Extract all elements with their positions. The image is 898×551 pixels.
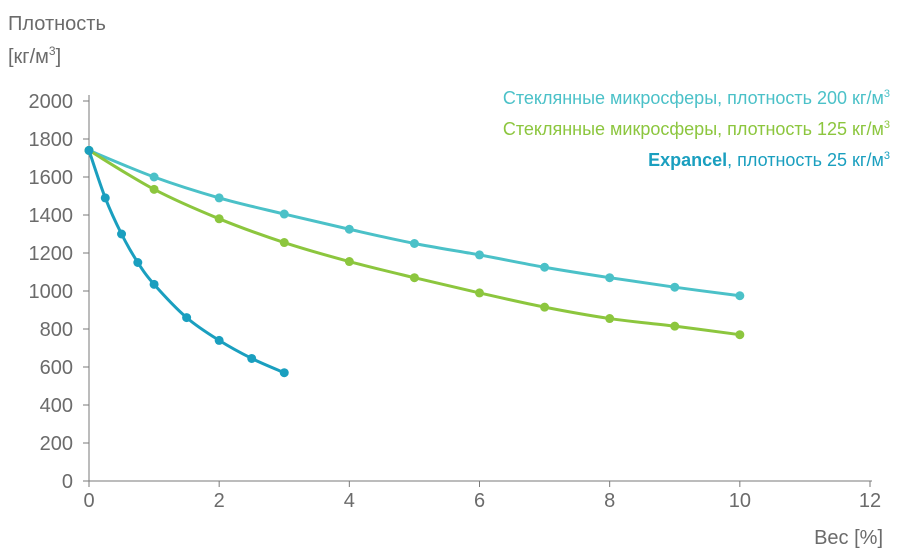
- data-point: [214, 193, 224, 203]
- y-tick-label: 1600: [29, 167, 74, 189]
- series-2: [84, 145, 289, 378]
- y-tick-label: 0: [62, 471, 73, 493]
- data-point: [100, 193, 110, 203]
- data-point: [182, 313, 192, 323]
- data-point: [247, 353, 257, 363]
- data-point: [735, 330, 745, 340]
- legend-entry-2: Expancel, плотность 25 кг/м3: [648, 150, 890, 170]
- legend-entry-superscript: 3: [884, 88, 890, 100]
- x-tick-label: 8: [604, 490, 615, 512]
- series-layer: [84, 145, 745, 378]
- data-point: [214, 335, 224, 345]
- data-point: [149, 184, 159, 194]
- data-point: [214, 214, 224, 224]
- data-point: [117, 229, 127, 239]
- data-point: [279, 238, 289, 248]
- x-axis-title: Вес [%]: [814, 527, 883, 549]
- x-tick-label: 4: [344, 490, 355, 512]
- y-tick-label: 1800: [29, 129, 74, 151]
- data-point: [84, 145, 94, 155]
- legend: Стеклянные микросферы, плотность 200 кг/…: [503, 88, 890, 170]
- y-tick-label: 1400: [29, 205, 74, 227]
- x-tick-label: 10: [729, 490, 751, 512]
- series-line: [87, 148, 286, 375]
- data-point: [670, 282, 680, 292]
- data-point: [605, 273, 615, 283]
- legend-entry-text: Стеклянные микросферы, плотность 200 кг/…: [503, 88, 884, 108]
- x-tick-label: 12: [859, 490, 881, 512]
- y-tick-label: 1200: [29, 243, 74, 265]
- data-point: [735, 291, 745, 301]
- data-point: [670, 321, 680, 331]
- data-point: [344, 224, 354, 234]
- legend-entry-text: Стеклянные микросферы, плотность 125 кг/…: [503, 119, 884, 139]
- legend-entry-0: Стеклянные микросферы, плотность 200 кг/…: [503, 88, 890, 108]
- x-axis-ticks: 0 2 4 6 8 10 12: [83, 481, 881, 512]
- x-tick-label: 6: [474, 490, 485, 512]
- data-point: [133, 258, 143, 267]
- y-axis-title-superscript: 3: [49, 44, 56, 58]
- data-point: [409, 239, 419, 248]
- y-tick-label: 600: [40, 357, 73, 379]
- y-tick-label: 200: [40, 433, 73, 455]
- legend-entry-text: , плотность 25 кг/м: [727, 150, 884, 170]
- data-point: [409, 273, 419, 283]
- data-point: [540, 262, 550, 272]
- legend-entry-bold: Expancel: [648, 150, 727, 170]
- data-point: [344, 257, 354, 267]
- y-tick-label: 400: [40, 395, 73, 417]
- data-point: [149, 279, 159, 289]
- y-tick-label: 800: [40, 319, 73, 341]
- y-axis-title-line1: Плотность: [8, 13, 106, 35]
- y-axis-title-line2: [кг/м3]: [8, 44, 61, 68]
- x-tick-label: 0: [83, 490, 94, 512]
- data-point: [279, 368, 289, 378]
- legend-entry-1: Стеклянные микросферы, плотность 125 кг/…: [503, 119, 890, 139]
- x-tick-label: 2: [214, 490, 225, 512]
- data-point: [279, 209, 289, 219]
- y-tick-label: 2000: [29, 91, 74, 113]
- data-point: [475, 288, 484, 298]
- y-tick-label: 1000: [29, 281, 74, 303]
- data-point: [540, 302, 550, 312]
- legend-entry-superscript: 3: [884, 150, 890, 162]
- legend-entry-superscript: 3: [884, 119, 890, 131]
- data-point: [605, 314, 615, 324]
- data-point: [149, 172, 159, 182]
- y-axis-ticks: 0 200 400 600 800 1000 1200 1400 1600 1800 2000: [29, 91, 89, 493]
- data-point: [475, 250, 484, 260]
